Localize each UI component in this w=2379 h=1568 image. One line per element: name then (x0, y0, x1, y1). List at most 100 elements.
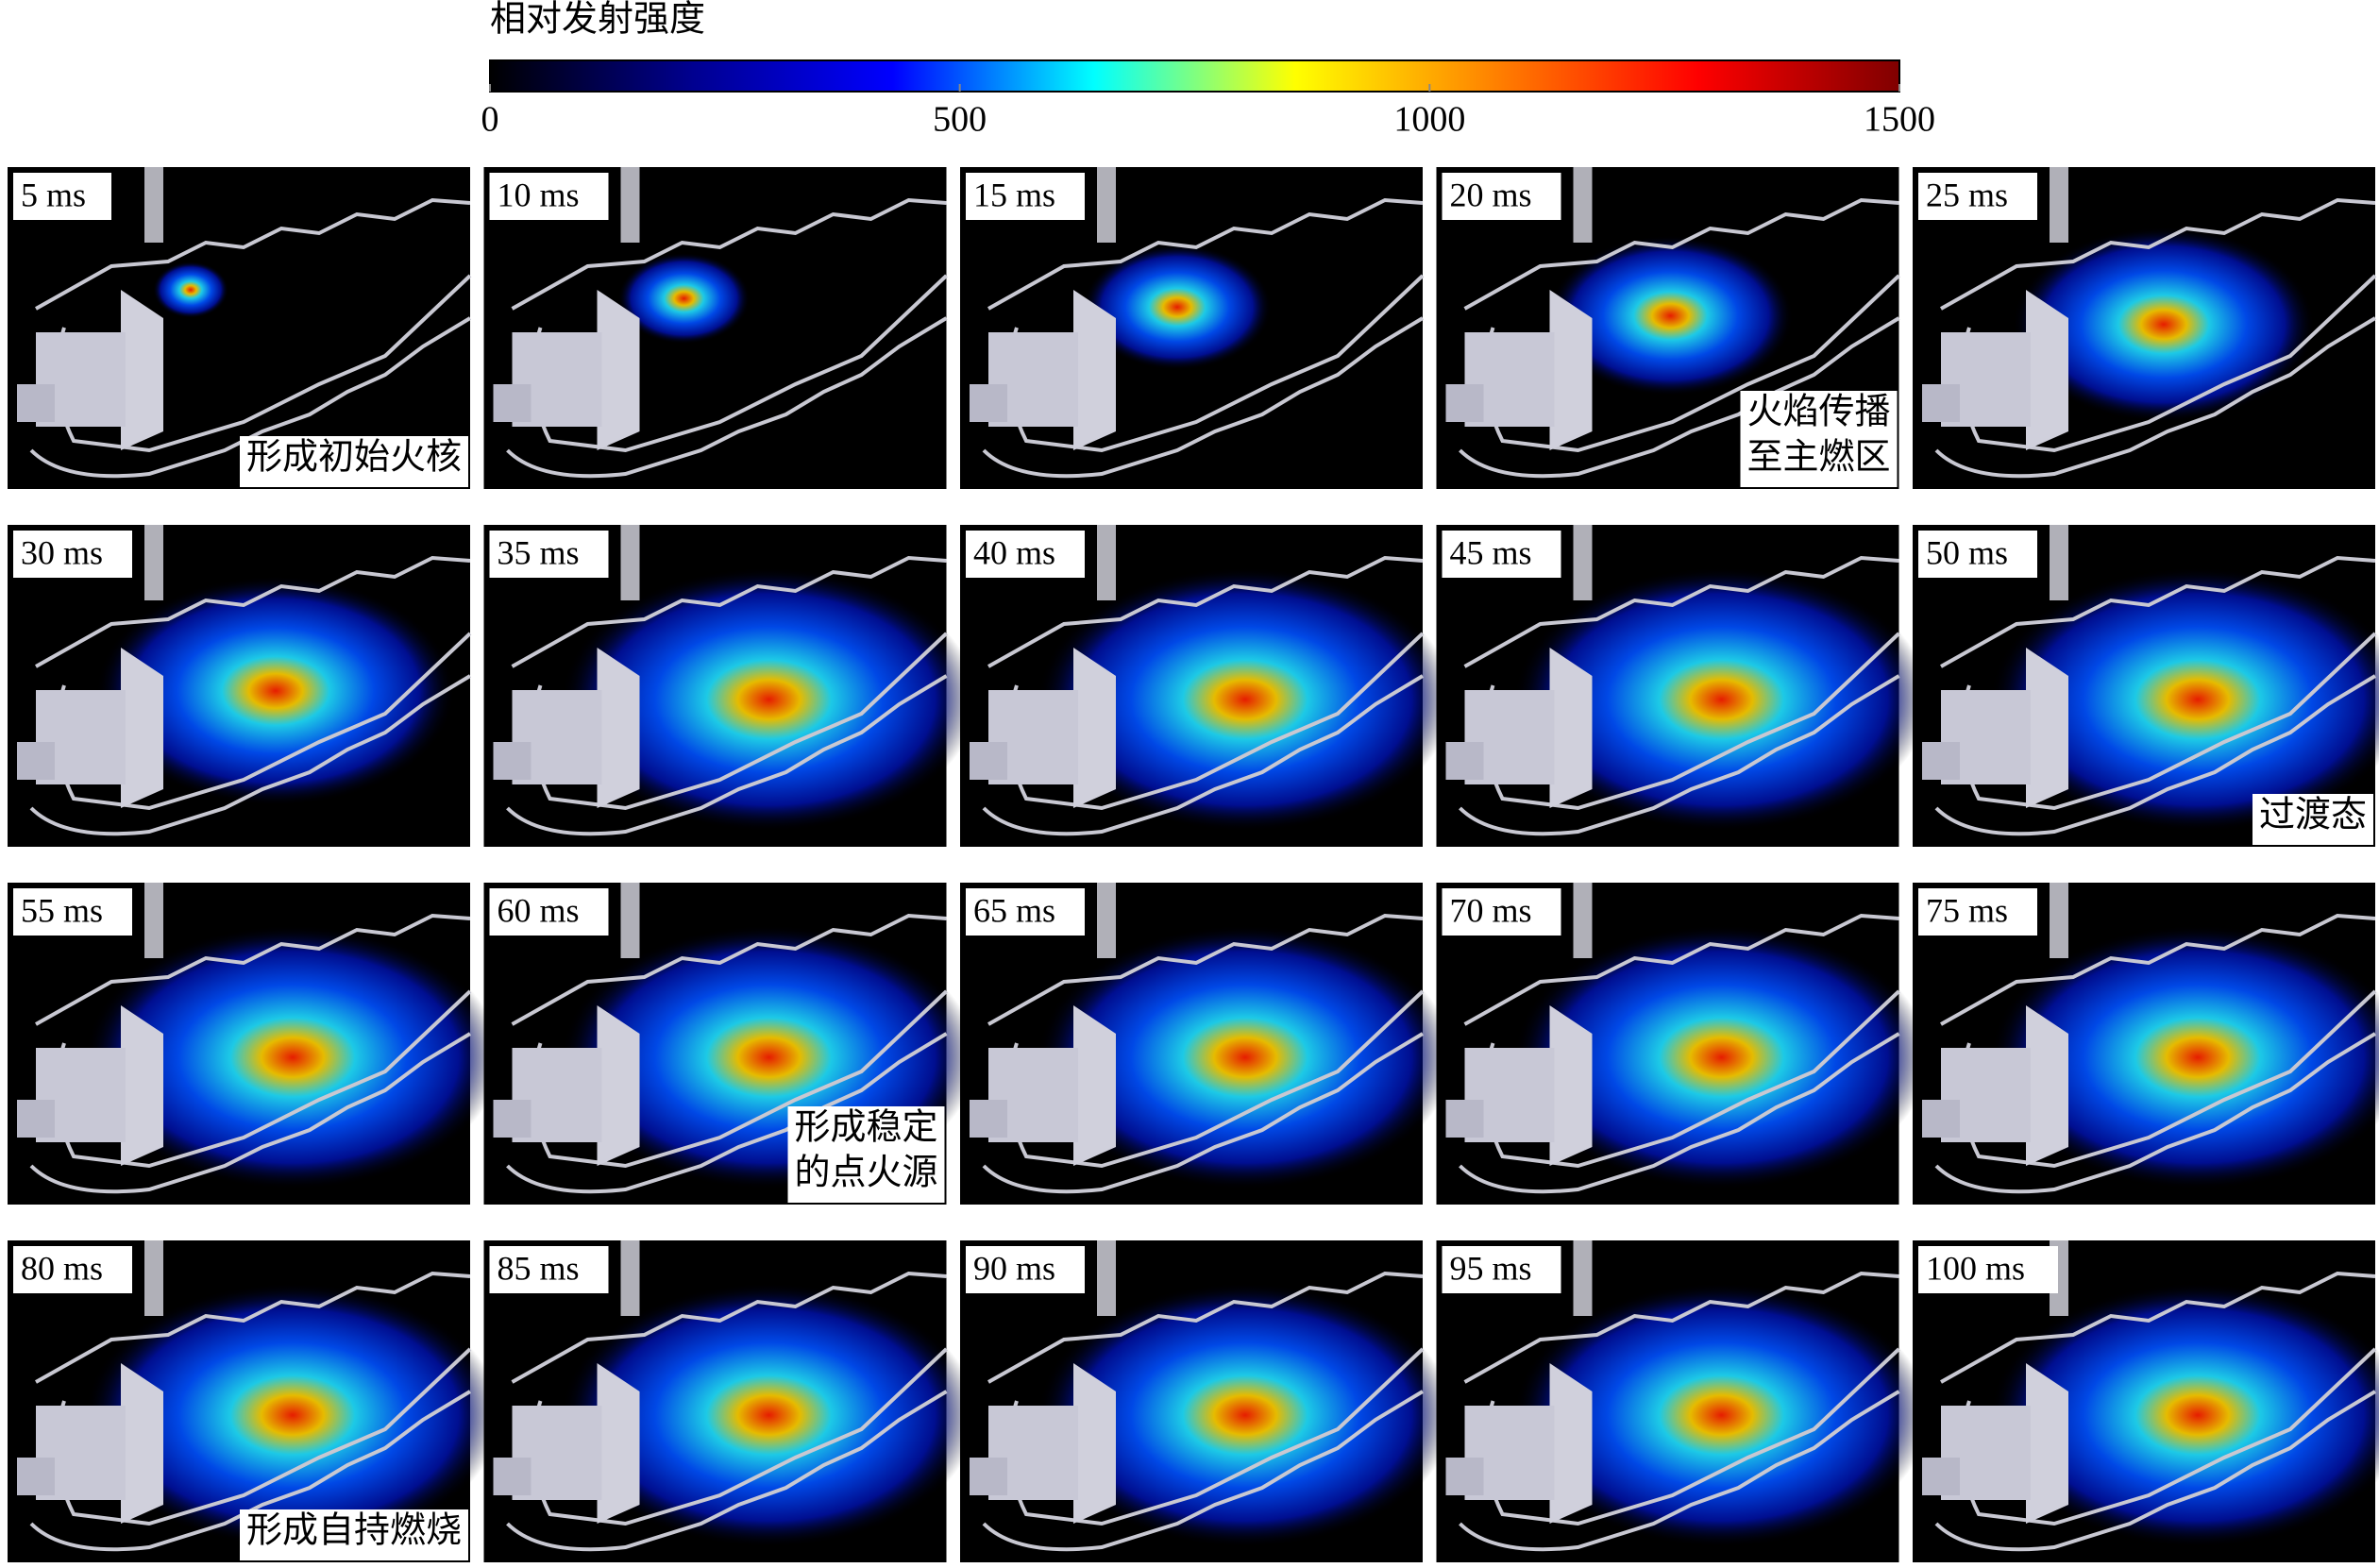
liner-outline (982, 1390, 1425, 1552)
time-label: 5 ms (21, 176, 86, 213)
flame (1038, 567, 1453, 832)
annotation-box (2252, 794, 2373, 845)
flame (561, 567, 977, 832)
swirler (121, 1005, 163, 1166)
colorbar-tick-label: 0 (481, 100, 499, 140)
swirler (597, 290, 640, 450)
label-box (966, 531, 1085, 578)
liner-outline (1459, 1032, 1900, 1194)
liner-outline (1940, 555, 2376, 668)
panel: 90 ms (960, 1240, 1453, 1562)
label-box (1442, 531, 1561, 578)
flame (617, 252, 751, 345)
liner-outline (35, 197, 471, 311)
annotation: 形成自持燃烧 (246, 1511, 462, 1551)
time-label: 60 ms (498, 891, 580, 929)
annotation-box (240, 436, 468, 487)
fuel-nozzle (620, 1240, 640, 1316)
liner-outline (987, 1271, 1424, 1384)
label-box (1918, 531, 2037, 578)
liner-outline (1940, 1271, 2376, 1384)
flame (85, 925, 500, 1189)
swirler (121, 648, 163, 808)
swirler (1073, 648, 1116, 808)
flame (153, 261, 228, 318)
liner-outline (982, 316, 1425, 479)
swirler (1445, 1100, 1484, 1138)
swirler (17, 1458, 55, 1495)
fuel-nozzle (144, 525, 163, 600)
colorbar-title: 相对发射强度 (490, 0, 705, 40)
time-label: 65 ms (973, 891, 1055, 929)
annotation-box (787, 1106, 945, 1203)
time-label: 95 ms (1450, 1249, 1532, 1287)
annotation-box (240, 1509, 468, 1560)
fuel-nozzle (620, 883, 640, 958)
swirler (1549, 1005, 1593, 1166)
annotation-box (1740, 391, 1898, 487)
colorbar-tick-label: 500 (933, 100, 987, 140)
liner-outline (29, 316, 472, 479)
time-label: 50 ms (1926, 533, 2008, 571)
time-label: 80 ms (21, 1249, 103, 1287)
label-box (489, 173, 609, 220)
panel: 100 ms (1913, 1240, 2379, 1562)
label-box (489, 888, 609, 936)
panel: 25 ms (1913, 167, 2377, 489)
liner-outline (1934, 316, 2377, 479)
fuel-nozzle (144, 1240, 163, 1316)
liner-outline (987, 197, 1424, 311)
liner-outline (35, 555, 471, 668)
time-label: 85 ms (498, 1249, 580, 1287)
swirler (17, 1100, 55, 1138)
swirler (1445, 1458, 1484, 1495)
swirler (121, 290, 163, 450)
flame (1513, 1283, 1930, 1547)
fuel-nozzle (144, 167, 163, 243)
liner-outline (1459, 1390, 1900, 1552)
panel: 95 ms (1436, 1240, 1930, 1562)
time-label: 100 ms (1926, 1249, 2025, 1287)
fuel-nozzle (1097, 167, 1116, 243)
fuel-nozzle (2050, 883, 2068, 958)
panel: 70 ms (1436, 883, 1930, 1205)
flame (1038, 1283, 1453, 1547)
flame (1513, 925, 1930, 1189)
fuel-nozzle (1573, 1240, 1593, 1316)
time-label: 45 ms (1450, 533, 1532, 571)
panel: 80 ms 形成自持燃烧 (8, 1240, 500, 1562)
label-box (966, 888, 1085, 936)
swirler (1922, 1458, 1960, 1495)
label-box (1442, 173, 1561, 220)
liner-outline (35, 913, 471, 1026)
liner-outline (1463, 555, 1899, 668)
liner-outline (506, 316, 948, 479)
panel: 10 ms (483, 167, 948, 489)
liner-outline (29, 674, 472, 836)
label-box (1442, 888, 1561, 936)
swirler (121, 1363, 163, 1524)
liner-outline (29, 1390, 472, 1552)
flame (1547, 235, 1794, 396)
swirler (2026, 290, 2068, 450)
panel: 15 ms (960, 167, 1425, 489)
time-label: 10 ms (498, 176, 580, 213)
colorbar (489, 59, 1900, 93)
liner-outline (1459, 674, 1900, 836)
flame (1990, 925, 2379, 1189)
panel: 55 ms (8, 883, 500, 1205)
liner-outline (987, 913, 1424, 1026)
liner-outline (1463, 913, 1899, 1026)
panel: 50 ms 过渡态 (1913, 525, 2379, 847)
swirler (1073, 290, 1116, 450)
liner-outline (1463, 197, 1899, 311)
annotation: 至主燃区 (1746, 438, 1890, 478)
time-label: 15 ms (973, 176, 1055, 213)
fuel-nozzle (2050, 525, 2068, 600)
liner-outline (35, 1271, 471, 1384)
colorbar-tick-label: 1000 (1393, 100, 1465, 140)
liner-outline (506, 674, 948, 836)
flame (561, 1283, 977, 1547)
time-label: 90 ms (973, 1249, 1055, 1287)
